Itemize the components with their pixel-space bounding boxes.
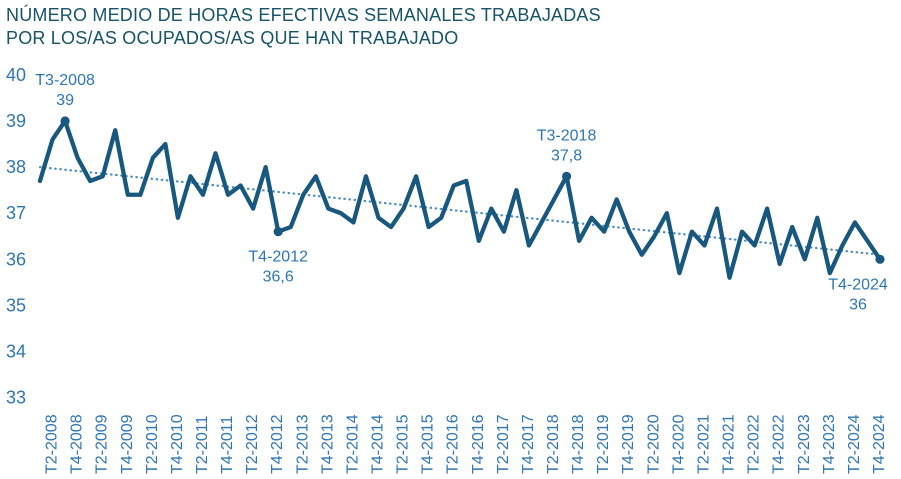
y-axis-tick-label: 33 (6, 388, 26, 408)
annotation-value-label: 37,8 (551, 147, 582, 164)
x-axis-tick-label: T4-2009 (119, 414, 136, 474)
x-axis-tick-label: T2-2019 (595, 414, 612, 474)
y-axis-tick-label: 38 (6, 157, 26, 177)
x-axis-tick-label: T4-2018 (570, 414, 587, 474)
x-axis-tick-label: T2-2015 (395, 414, 412, 474)
annotation-quarter-label: T4-2024 (828, 276, 888, 293)
x-axis-tick-label: T2-2008 (44, 414, 61, 474)
x-axis-tick-label: T2-2017 (495, 414, 512, 474)
data-point-marker (273, 227, 283, 237)
x-axis-tick-label: T4-2015 (420, 414, 437, 474)
x-axis-tick-label: T4-2017 (520, 414, 537, 474)
x-axis-tick-label: T2-2014 (344, 414, 361, 474)
data-point-marker (60, 116, 70, 126)
x-axis-tick-label: T2-2016 (445, 414, 462, 474)
x-axis-tick-label: T4-2019 (620, 414, 637, 474)
x-axis-tick-label: T4-2023 (821, 414, 838, 474)
annotation-value-label: 36,6 (263, 269, 294, 286)
x-axis-tick-label: T2-2009 (94, 414, 111, 474)
y-axis-tick-label: 36 (6, 249, 26, 269)
x-axis-tick-label: T2-2020 (645, 414, 662, 474)
annotation-value-label: 39 (56, 92, 74, 109)
x-axis-tick-label: T4-2022 (771, 414, 788, 474)
annotation-quarter-label: T3-2008 (35, 72, 95, 89)
annotation-value-label: 36 (849, 296, 867, 313)
annotation-quarter-label: T3-2018 (537, 127, 597, 144)
x-axis-tick-label: T4-2008 (69, 414, 86, 474)
x-axis-tick-label: T4-2020 (670, 414, 687, 474)
annotation-quarter-label: T4-2012 (248, 249, 308, 266)
x-axis-tick-label: T2-2021 (695, 414, 712, 474)
series-line (37, 118, 883, 280)
chart-title-line2: POR LOS/AS OCUPADOS/AS QUE HAN TRABAJADO (6, 28, 459, 48)
y-axis-tick-label: 35 (6, 295, 26, 315)
chart-title: NÚMERO MEDIO DE HORAS EFECTIVAS SEMANALE… (6, 4, 601, 50)
y-axis-tick-label: 34 (6, 342, 26, 362)
y-axis-tick-label: 37 (6, 203, 26, 223)
x-axis-tick-label: T4-2021 (721, 414, 738, 474)
x-axis-tick-label: T2-2018 (545, 414, 562, 474)
data-point-marker (875, 254, 885, 264)
x-axis-tick-label: T4-2011 (219, 415, 236, 474)
y-axis-tick-label: 40 (6, 65, 26, 85)
x-axis-tick-label: T2-2011 (194, 415, 211, 474)
x-axis-tick-label: T2-2013 (294, 414, 311, 474)
x-axis-tick-label: T4-2013 (319, 414, 336, 474)
data-point-marker (561, 171, 572, 181)
x-axis-tick-label: T2-2012 (244, 414, 261, 474)
chart-title-line1: NÚMERO MEDIO DE HORAS EFECTIVAS SEMANALE… (6, 5, 601, 25)
x-axis-tick-label: T4-2010 (169, 414, 186, 474)
x-axis-tick-label: T4-2024 (871, 414, 888, 474)
y-axis-tick-label: 39 (6, 111, 26, 131)
x-axis-tick-label: T4-2012 (269, 414, 286, 474)
x-axis-tick-label: T4-2014 (369, 414, 386, 474)
x-axis-tick-label: T2-2010 (144, 414, 161, 474)
x-axis-tick-label: T4-2016 (470, 414, 487, 474)
x-axis-tick-label: T2-2023 (796, 414, 813, 474)
x-axis-tick-label: T2-2024 (846, 414, 863, 474)
x-axis-tick-label: T2-2022 (746, 414, 763, 474)
